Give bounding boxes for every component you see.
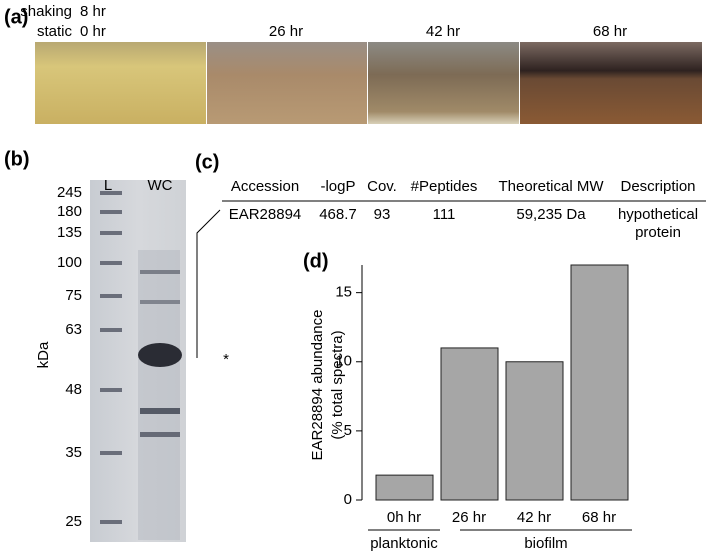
time: 42 hr <box>426 23 460 40</box>
ladder-band <box>100 210 122 214</box>
y-axis-label: EAR28894 abundance <box>309 310 326 461</box>
table-header: #Peptides <box>411 178 478 195</box>
axis-label: kDa <box>35 341 52 368</box>
y-tick-label: 5 <box>344 422 352 439</box>
ladder-band <box>100 294 122 298</box>
marker-label: 63 <box>65 321 82 338</box>
panel-b-gel <box>90 180 221 542</box>
lane-label: L <box>104 177 112 194</box>
table-header: Description <box>620 178 695 195</box>
panel-label: (b) <box>4 148 30 170</box>
panel-label: (d) <box>303 250 329 272</box>
x-tick-label: 26 hr <box>452 509 486 526</box>
group-label: biofilm <box>524 535 567 552</box>
table-header: -logP <box>320 178 355 195</box>
panel-a <box>35 42 702 124</box>
time: 8 hr <box>80 3 106 20</box>
photo <box>368 42 519 124</box>
table-cell: EAR28894 <box>229 206 302 223</box>
ladder-band <box>100 328 122 332</box>
band <box>138 343 182 367</box>
marker-label: 100 <box>57 254 82 271</box>
ladder-band <box>100 231 122 235</box>
lane <box>138 250 180 540</box>
photo <box>207 42 367 124</box>
x-tick-label: 0h hr <box>387 509 421 526</box>
table-header: Cov. <box>367 178 397 195</box>
y-tick-label: 10 <box>335 353 352 370</box>
ladder-band <box>100 261 122 265</box>
ladder-band <box>100 451 122 455</box>
time: 0 hr <box>80 23 106 40</box>
annotation: * <box>223 351 229 368</box>
table-cell: 468.7 <box>319 206 357 223</box>
marker-label: 35 <box>65 444 82 461</box>
marker-label: 135 <box>57 224 82 241</box>
table-header: Theoretical MW <box>498 178 604 195</box>
ladder-band <box>100 191 122 195</box>
x-tick-label: 68 hr <box>582 509 616 526</box>
panel-label: (c) <box>195 151 219 173</box>
y-axis-label: (% total spectra) <box>329 330 346 439</box>
band <box>140 300 180 304</box>
condition: static <box>37 23 73 40</box>
table-cell: hypothetical <box>618 206 698 223</box>
table-cell: protein <box>635 224 681 241</box>
time: 26 hr <box>269 23 303 40</box>
photo <box>520 42 702 124</box>
bar <box>570 264 629 501</box>
table-cell: 59,235 Da <box>516 206 586 223</box>
table-cell: 93 <box>374 206 391 223</box>
ladder-band <box>100 388 122 392</box>
lane-label: WC <box>148 177 173 194</box>
y-tick-label: 0 <box>344 491 352 508</box>
x-tick-label: 42 hr <box>517 509 551 526</box>
marker-label: 25 <box>65 513 82 530</box>
panel-label: (a) <box>4 6 28 28</box>
group-label: planktonic <box>370 535 438 552</box>
table-header: Accession <box>231 178 299 195</box>
marker-label: 75 <box>65 287 82 304</box>
table-cell: 111 <box>433 206 456 223</box>
bar <box>505 361 564 501</box>
band <box>140 432 180 437</box>
bar <box>440 347 499 501</box>
time: 68 hr <box>593 23 627 40</box>
band <box>140 408 180 414</box>
ladder-band <box>100 520 122 524</box>
marker-label: 180 <box>57 203 82 220</box>
photo <box>35 42 206 124</box>
band <box>140 270 180 274</box>
condition: shaking <box>20 3 72 20</box>
bar <box>375 474 434 501</box>
marker-label: 245 <box>57 184 82 201</box>
connector <box>196 209 221 358</box>
marker-label: 48 <box>65 381 82 398</box>
y-tick-label: 15 <box>335 284 352 301</box>
